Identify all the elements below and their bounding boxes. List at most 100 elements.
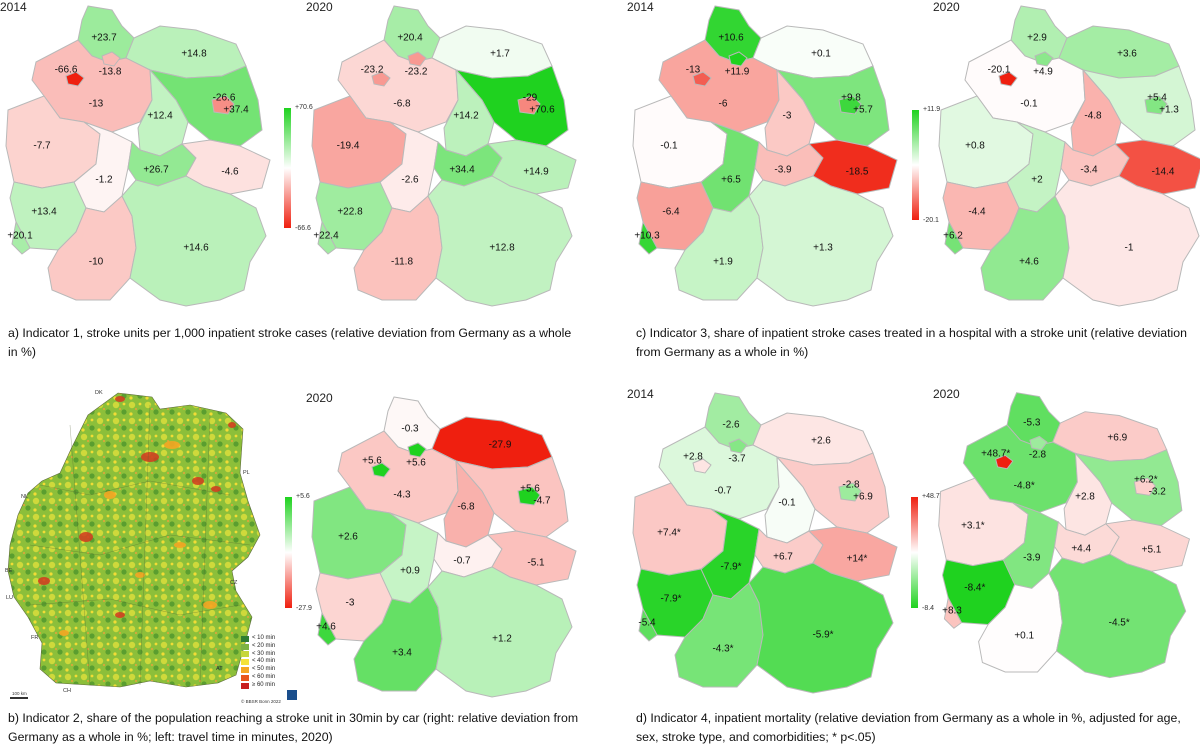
legend-a-bar <box>284 108 291 228</box>
state-value-thueringen: -3.9 <box>774 164 792 176</box>
scale-bar <box>10 697 28 699</box>
state-value-sachsen: -14.4 <box>1151 166 1175 178</box>
legend-b-min: -27.9 <box>296 605 312 612</box>
state-value-sachsen: +5.1 <box>1141 544 1162 556</box>
travel-time-germany <box>7 392 261 688</box>
choropleth-svg <box>938 392 1191 679</box>
state-value-brandenburg: -3.2 <box>1148 486 1166 497</box>
travel-legend-item: < 20 min <box>241 643 275 651</box>
state-value-mecklenburg-vorpommern: +6.9 <box>1107 432 1128 444</box>
state-value-thueringen: +4.4 <box>1071 543 1092 554</box>
state-value-nordrhein-westfalen: +2.6 <box>338 531 358 543</box>
state-value-brandenburg: +37.4 <box>223 104 249 116</box>
map-d-2014: 2014 -2.6 +2.6 -0.7 +6.9 -0.1 +7.4* -7.9* +6.7 +1… <box>627 387 909 694</box>
state-value-baden-wuerttemberg: +1.9 <box>713 256 733 268</box>
travel-legend-label: < 40 min <box>252 658 276 665</box>
state-value-hessen: +0.9 <box>400 565 420 577</box>
state-value-rheinland-pfalz: +13.4 <box>31 206 57 218</box>
country-label-dk: DK <box>95 390 103 396</box>
legend-d-min: -8.4 <box>922 605 935 612</box>
state-value-berlin: -2.8 <box>842 479 860 491</box>
map-a-2014: 2014 +23.7 +14.8 -13 +37.4 +12.4 -7.7 -1.2 +26.7… <box>0 0 282 307</box>
state-value-hamburg: +5.6 <box>406 457 426 469</box>
country-label-lu: LU <box>6 595 14 601</box>
state-value-brandenburg: -4.7 <box>533 495 551 507</box>
state-value-bremen: +5.6 <box>362 455 382 467</box>
state-value-nordrhein-westfalen: +0.8 <box>965 140 985 152</box>
choropleth-svg <box>311 5 577 307</box>
legend-c-bar <box>912 110 919 220</box>
state-value-baden-wuerttemberg: +4.6 <box>1019 256 1039 268</box>
map-year-label: 2014 <box>0 0 27 14</box>
state-sachsen <box>1104 519 1191 572</box>
country-label-be: BE <box>5 568 13 574</box>
state-value-brandenburg: +70.6 <box>529 104 555 116</box>
state-value-brandenburg: +6.9 <box>853 491 873 503</box>
state-value-thueringen: +6.7 <box>773 551 793 563</box>
state-hamburg <box>1034 51 1054 67</box>
state-value-hessen: -2.6 <box>401 174 419 186</box>
travel-legend-label: < 20 min <box>252 642 276 649</box>
state-value-sachsen-anhalt: -0.1 <box>778 497 796 509</box>
state-saarland <box>11 220 31 255</box>
state-value-schleswig-holstein: +10.6 <box>718 32 744 44</box>
state-value-nordrhein-westfalen: +7.4* <box>657 527 681 539</box>
state-bayern <box>121 175 267 307</box>
state-sachsen <box>807 526 898 582</box>
country-label-pl: PL <box>243 470 250 476</box>
state-sachsen <box>807 139 898 195</box>
state-value-niedersachsen: -13 <box>88 98 104 110</box>
state-saarland <box>317 220 337 255</box>
state-value-mecklenburg-vorpommern: -27.9 <box>488 439 512 451</box>
state-value-bayern: +1.2 <box>492 633 512 645</box>
map-year-label: 2020 <box>306 391 333 405</box>
state-bremen <box>371 462 391 478</box>
legend-d: +48.7 -8.4 <box>911 493 940 612</box>
state-sachsen <box>486 139 577 195</box>
state-value-sachsen-anhalt: +12.4 <box>147 110 173 122</box>
map-b-2020: 2020 -0.3 -27.9 -4.3 -4.7 -6.8 +2.6 +0.9 -0.7 -5.… <box>306 391 588 698</box>
country-label-nl: NL <box>21 494 29 500</box>
state-value-brandenburg: +1.3 <box>1159 104 1179 116</box>
caption-b: b) Indicator 2, share of the population … <box>8 711 579 744</box>
state-value-thueringen: +34.4 <box>449 164 475 176</box>
travel-legend-swatch <box>241 659 249 666</box>
travel-legend-swatch <box>241 667 249 674</box>
travel-legend-swatch <box>241 682 249 689</box>
state-value-brandenburg: +5.7 <box>853 104 873 116</box>
map-year-label: 2020 <box>933 387 960 401</box>
state-value-niedersachsen: -6.8 <box>393 98 411 110</box>
state-berlin <box>838 482 862 502</box>
legend-c-max: +11.9 <box>923 106 941 113</box>
state-value-rheinland-pfalz: -6.4 <box>662 206 680 218</box>
state-value-berlin: +9.8 <box>841 92 861 104</box>
travel-legend-swatch <box>241 635 249 642</box>
choropleth-svg <box>311 396 577 698</box>
travel-legend-item: < 50 min <box>241 666 275 674</box>
country-label-fr: FR <box>31 635 39 641</box>
travel-legend-label: < 30 min <box>252 650 276 657</box>
map-c-2014: 2014 +10.6 +0.1 -6 +5.7 -3 -0.1 +6.5 -3.9 -18.5 -6… <box>627 0 909 307</box>
state-value-hessen: -7.9* <box>720 561 742 573</box>
state-bremen <box>692 458 712 474</box>
legend-d-max: +48.7 <box>922 493 940 500</box>
travel-legend-label: < 10 min <box>252 635 276 641</box>
state-bremen <box>998 71 1018 87</box>
state-hamburg <box>728 438 748 454</box>
state-berlin <box>1133 477 1156 496</box>
state-value-berlin: +5.6 <box>520 483 540 495</box>
choropleth-svg <box>632 5 898 307</box>
state-value-hessen: -1.2 <box>95 174 113 186</box>
state-value-sachsen: -4.6 <box>221 166 239 178</box>
state-value-bremen: +2.8 <box>683 451 703 463</box>
state-saarland <box>638 220 658 255</box>
state-saarland <box>317 611 337 646</box>
choropleth-svg <box>938 5 1200 307</box>
country-label-cz: CZ <box>230 580 238 586</box>
state-value-bayern: +1.3 <box>813 242 833 254</box>
legend-a-max: +70.6 <box>295 104 313 111</box>
state-value-saarland: +22.4 <box>313 230 339 242</box>
map-year-label: 2020 <box>933 0 960 14</box>
state-value-sachsen: +14.9 <box>523 166 549 178</box>
state-value-niedersachsen: -4.8* <box>1013 480 1035 492</box>
